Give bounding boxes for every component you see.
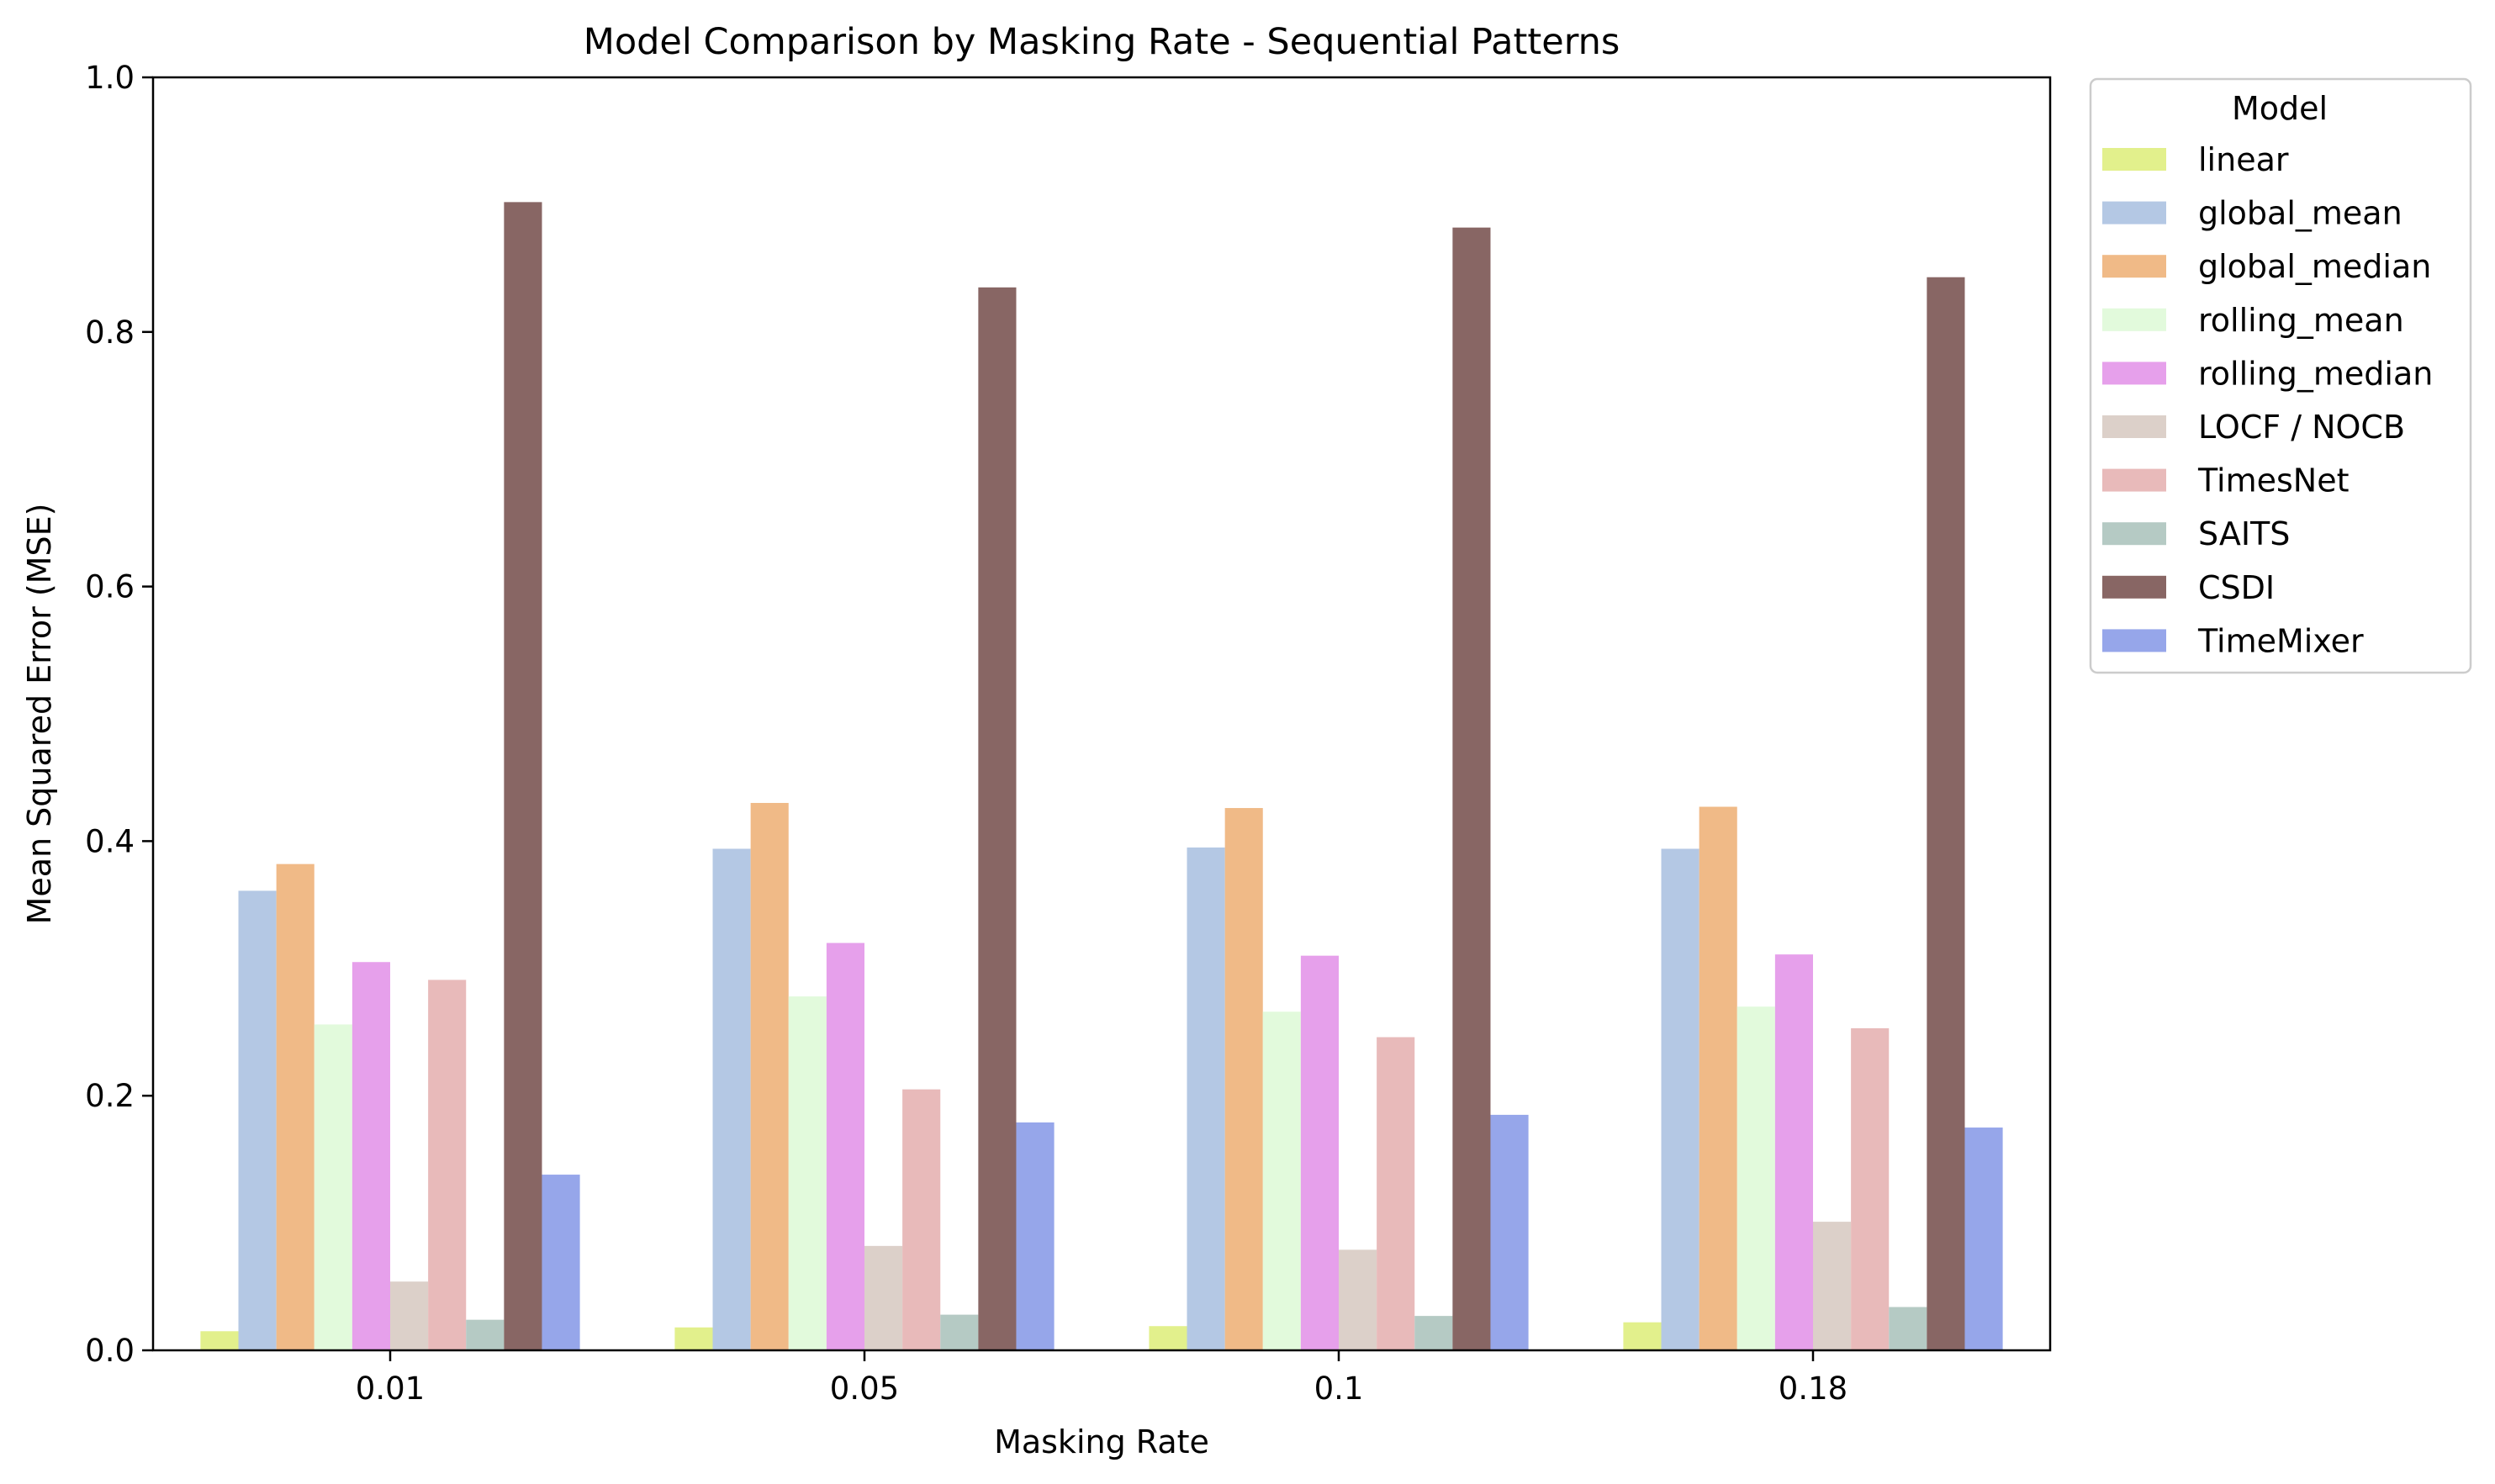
y-axis: 0.0 0.2 0.4 0.6 0.8 1.0 bbox=[85, 60, 153, 1369]
legend-label: global_median bbox=[2198, 248, 2431, 285]
legend-swatch bbox=[2102, 148, 2166, 171]
bar-timesnet-0_01 bbox=[428, 980, 467, 1350]
bar-global-mean-0_01 bbox=[238, 890, 277, 1350]
x-tick-label: 0.01 bbox=[356, 1370, 425, 1407]
bars-group bbox=[200, 202, 2003, 1351]
bar-global-mean-0_18 bbox=[1661, 848, 1699, 1350]
legend-label: TimeMixer bbox=[2197, 622, 2364, 659]
legend-swatch bbox=[2102, 255, 2166, 278]
legend-label: global_mean bbox=[2198, 195, 2402, 232]
legend-swatch bbox=[2102, 468, 2166, 492]
x-axis-label: Masking Rate bbox=[994, 1423, 1209, 1460]
bar-global-median-0_1 bbox=[1224, 808, 1263, 1350]
legend: Model linear global_mean global_medianroll… bbox=[2089, 77, 2472, 674]
bar-timemixer-0_1 bbox=[1490, 1114, 1529, 1350]
bar-rolling-median-0_01 bbox=[352, 962, 390, 1350]
y-tick-label: 0.6 bbox=[85, 569, 135, 605]
bar-timesnet-0_1 bbox=[1377, 1037, 1415, 1350]
y-tick-label: 0.2 bbox=[85, 1078, 135, 1114]
legend-label: linear bbox=[2198, 141, 2289, 178]
bar-saits-0_1 bbox=[1414, 1316, 1453, 1350]
bar-rolling-mean-0_18 bbox=[1736, 1006, 1775, 1350]
bar-rolling-mean-0_05 bbox=[788, 996, 827, 1350]
bar-linear-0_18 bbox=[1623, 1322, 1662, 1350]
bar-locf-nocb-0_01 bbox=[390, 1281, 429, 1350]
legend-label: rolling_median bbox=[2198, 355, 2433, 392]
bar-linear-0_01 bbox=[200, 1331, 239, 1350]
bar-linear-0_1 bbox=[1149, 1326, 1187, 1350]
legend-swatch bbox=[2102, 575, 2166, 599]
legend-swatch bbox=[2102, 201, 2166, 224]
bar-global-median-0_18 bbox=[1699, 806, 1737, 1350]
legend-items: linear global_mean global_median rolling_me… bbox=[2102, 141, 2433, 659]
bar-csdi-0_01 bbox=[504, 202, 542, 1350]
bar-rolling-median-0_05 bbox=[826, 943, 864, 1350]
bar-rolling-mean-0_01 bbox=[314, 1024, 352, 1350]
bar-global-mean-0_05 bbox=[712, 848, 751, 1350]
bar-timemixer-0_01 bbox=[542, 1175, 580, 1350]
bar-global-mean-0_1 bbox=[1187, 847, 1225, 1350]
bar-saits-0_01 bbox=[466, 1319, 505, 1350]
bar-linear-0_05 bbox=[674, 1327, 713, 1350]
legend-title: Model bbox=[2232, 90, 2328, 127]
bar-saits-0_05 bbox=[940, 1314, 979, 1350]
y-axis-label: Mean Squared Error (MSE) bbox=[21, 504, 58, 925]
legend-frame bbox=[2089, 77, 2472, 674]
bar-timemixer-0_05 bbox=[1016, 1122, 1055, 1350]
bar-saits-0_18 bbox=[1889, 1307, 1927, 1350]
bar-timemixer-0_18 bbox=[1964, 1128, 2003, 1350]
bar-locf-nocb-0_18 bbox=[1813, 1222, 1852, 1350]
bar-rolling-median-0_1 bbox=[1300, 955, 1339, 1350]
legend-swatch bbox=[2102, 308, 2166, 331]
bar-timesnet-0_18 bbox=[1851, 1027, 1890, 1350]
bar-global-median-0_01 bbox=[276, 863, 315, 1350]
bar-timesnet-0_05 bbox=[902, 1089, 941, 1350]
y-tick-label: 0.8 bbox=[85, 314, 135, 351]
y-tick-label: 1.0 bbox=[85, 60, 135, 96]
legend-swatch bbox=[2102, 629, 2166, 652]
legend-swatch bbox=[2102, 415, 2166, 438]
x-axis: 0.01 0.05 0.1 0.18 bbox=[356, 1350, 1847, 1407]
legend-label: CSDI bbox=[2198, 569, 2275, 606]
bar-rolling-mean-0_1 bbox=[1262, 1011, 1301, 1350]
x-tick-label: 0.1 bbox=[1314, 1370, 1364, 1407]
y-tick-label: 0.0 bbox=[85, 1333, 135, 1369]
bar-csdi-0_05 bbox=[978, 287, 1017, 1350]
bar-global-median-0_05 bbox=[750, 802, 789, 1350]
bar-locf-nocb-0_1 bbox=[1339, 1249, 1377, 1350]
x-tick-label: 0.18 bbox=[1779, 1370, 1847, 1407]
legend-label: rolling_mean bbox=[2198, 302, 2404, 339]
legend-swatch bbox=[2102, 522, 2166, 546]
bar-rolling-median-0_18 bbox=[1774, 954, 1813, 1350]
legend-swatch bbox=[2102, 362, 2166, 385]
bar-csdi-0_1 bbox=[1452, 227, 1491, 1350]
y-tick-label: 0.4 bbox=[85, 823, 135, 859]
bar-csdi-0_18 bbox=[1927, 277, 1965, 1351]
bar-locf-nocb-0_05 bbox=[864, 1245, 903, 1350]
legend-label: LOCF / NOCB bbox=[2198, 409, 2405, 446]
legend-label: SAITS bbox=[2198, 515, 2290, 552]
plot-frame bbox=[151, 76, 2052, 1352]
chart-title: Model Comparison by Masking Rate - Seque… bbox=[584, 21, 1620, 63]
legend-label: TimesNet bbox=[2197, 462, 2350, 499]
x-tick-label: 0.05 bbox=[830, 1370, 899, 1407]
